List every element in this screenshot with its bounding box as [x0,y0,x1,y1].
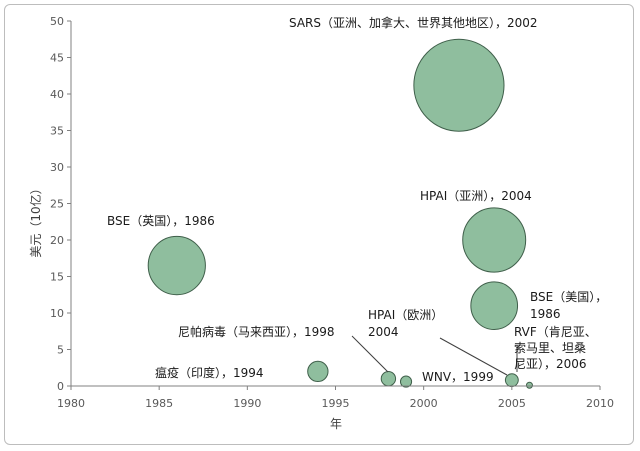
y-tick-label: 35 [50,125,64,138]
bubble-annotation: 2004 [368,325,399,339]
x-tick-label: 2000 [410,397,438,410]
axes-layer: 0 5 10 15 20 25 30 35 40 45 50 1980 1985 1990 1995 2000… [50,15,614,410]
y-tick-label: 15 [50,271,64,284]
bubble-point [147,235,206,296]
bubble-point [307,360,329,383]
y-tick-label: 5 [57,344,64,357]
y-tick-label: 50 [50,15,64,28]
bubble-annotation: 瘟疫（印度），1994 [155,365,264,380]
bubble-annotation: 1986 [530,307,561,321]
x-tick-label: 1985 [145,397,173,410]
bubble-point [462,207,527,273]
bubble-point [380,371,397,387]
bubble-point [504,373,519,388]
bubble-annotation: SARS（亚洲、加拿大、世界其他地区），2002 [289,15,538,30]
y-tick-label: 20 [50,234,64,247]
bubble-annotation: HPAI（欧洲） [368,308,443,322]
x-tick-label: 2005 [498,397,526,410]
y-tick-label: 30 [50,161,64,174]
y-tick-label: 25 [50,198,64,211]
y-tick-label: 40 [50,88,64,101]
bubble-point [399,375,413,388]
y-tick-label: 45 [50,52,64,65]
y-tick-label: 0 [57,380,64,393]
x-tick-label: 1980 [57,397,85,410]
x-tick-label: 1995 [322,397,350,410]
annotations-layer: SARS（亚洲、加拿大、世界其他地区），2002 BSE（英国），1986 HPAI… [107,15,607,384]
bubble-annotation: HPAI（亚洲），2004 [420,189,532,203]
bubble-annotation: 尼亚），2006 [514,357,587,371]
y-tick-label: 10 [50,307,64,320]
leader-lines-layer [351,335,518,376]
leader-line [351,335,389,373]
bubble-annotation: RVF（肯尼亚、 [514,325,597,339]
bubble-point [470,281,519,331]
x-axis-title: 年 [330,417,342,431]
leader-line [439,337,508,376]
y-axis-title: 美元（10亿） [28,182,43,257]
bubble-annotation: BSE（英国），1986 [107,214,215,228]
bubble-annotation: 索马里、坦桑 [514,341,586,355]
x-tick-label: 1990 [233,397,261,410]
bubble-point [413,38,505,132]
x-tick-label: 2010 [586,397,614,410]
chart-frame [4,4,634,445]
bubble-annotation: 尼帕病毒（马来西亚），1998 [178,324,335,339]
bubbles-layer [147,38,533,389]
bubble-annotation: WNV，1999 [422,370,494,384]
bubble-point [525,381,533,389]
bubble-annotation: BSE（美国）， [530,290,607,304]
